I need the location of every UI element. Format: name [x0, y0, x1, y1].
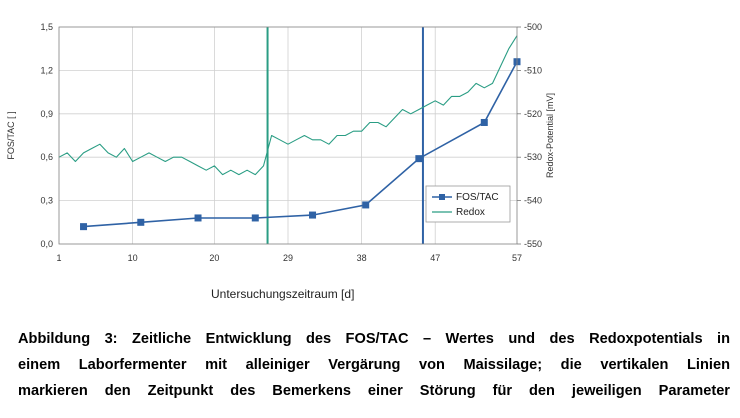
- x-axis-ticks: 1 10 20 29 38 47 57: [56, 253, 522, 263]
- fos-tac-redox-chart: 0,00,30,60,91,21,5 -500-510-520-530-540-…: [6, 22, 555, 301]
- caption-line-3: markieren den Zeitpunkt des Bemerkens ei…: [18, 383, 730, 399]
- y2-tick-label: -550: [524, 239, 542, 249]
- x-axis-label: Untersuchungszeitraum [d]: [211, 287, 354, 301]
- x-tick-label: 10: [128, 253, 138, 263]
- y-tick-label: 0,9: [40, 109, 53, 119]
- y-axis-right-ticks: -500 -510 -520 -530 -540 -550: [517, 22, 542, 249]
- legend: FOS/TAC Redox: [425, 185, 511, 223]
- x-tick-label: 20: [209, 253, 219, 263]
- y-tick-label: 0,6: [40, 152, 53, 162]
- y-tick-label: 1,2: [40, 65, 53, 75]
- fos-tac-point: [309, 211, 317, 219]
- y-axis-left-ticks: 0,0 0,3 0,6 0,9 1,2 1,5: [40, 22, 53, 249]
- y2-axis-label: Redox-Potential [mV]: [545, 93, 555, 178]
- fos-tac-point: [415, 155, 423, 163]
- redox-line: [58, 35, 518, 176]
- x-tick-label: 1: [56, 253, 61, 263]
- y-tick-label: 0,0: [40, 239, 53, 249]
- x-tick-label: 38: [357, 253, 367, 263]
- caption-line-1: Abbildung 3: Zeitliche Entwicklung des F…: [18, 331, 730, 347]
- legend-fos-tac-marker: [439, 194, 445, 200]
- fos-tac-point: [80, 223, 88, 231]
- y2-tick-label: -500: [524, 22, 542, 32]
- y2-tick-label: -540: [524, 196, 542, 206]
- fos-tac-point: [480, 118, 488, 126]
- legend-fos-tac-label: FOS/TAC: [456, 192, 499, 203]
- plot-frame: [58, 26, 518, 245]
- figure-caption: Abbildung 3: Zeitliche Entwicklung des F…: [18, 326, 730, 404]
- vertical-markers: [266, 27, 424, 244]
- caption-line-2: einem Laborfermenter mit alleiniger Verg…: [18, 357, 730, 373]
- series-redox: [58, 35, 518, 176]
- x-tick-label: 47: [430, 253, 440, 263]
- y2-tick-label: -520: [524, 109, 542, 119]
- fos-tac-point: [137, 218, 145, 226]
- fos-tac-point: [194, 214, 202, 222]
- x-tick-label: 29: [283, 253, 293, 263]
- fos-tac-point: [251, 214, 259, 222]
- fos-tac-point: [362, 201, 370, 209]
- y-tick-label: 0,3: [40, 196, 53, 206]
- y2-tick-label: -510: [524, 65, 542, 75]
- y2-tick-label: -530: [524, 152, 542, 162]
- x-tick-label: 57: [512, 253, 522, 263]
- y-tick-label: 1,5: [40, 22, 53, 32]
- legend-box: [425, 185, 511, 223]
- legend-redox-label: Redox: [456, 207, 485, 218]
- y-axis-label: FOS/TAC [ ]: [6, 111, 16, 159]
